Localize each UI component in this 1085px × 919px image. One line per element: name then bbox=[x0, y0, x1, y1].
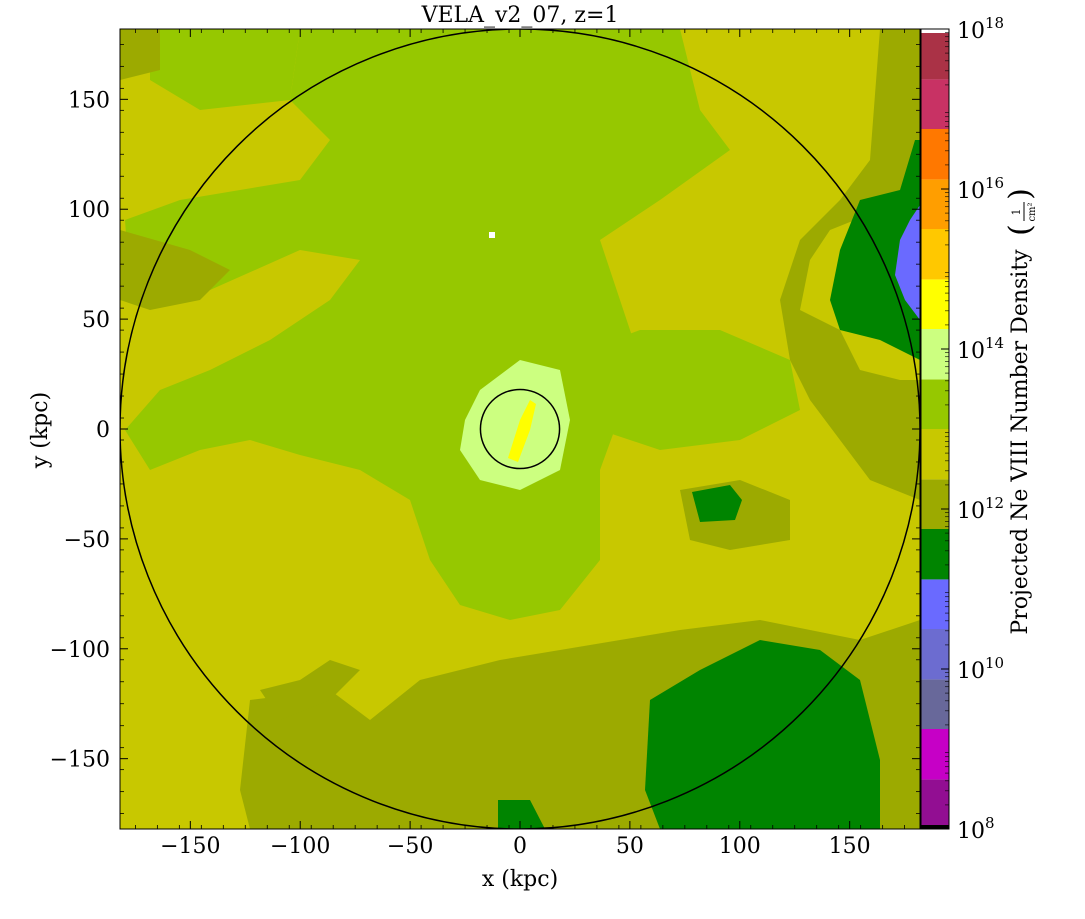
colorbar-label-group: Projected Ne VIII Number Density ( 1 cm²… bbox=[1003, 188, 1038, 634]
colorbar-band bbox=[921, 29, 949, 33]
colorbar-band bbox=[921, 429, 949, 480]
y-tick-label: 0 bbox=[96, 418, 110, 443]
dark-green-small-region bbox=[692, 485, 742, 522]
y-tick-label: −100 bbox=[50, 638, 110, 663]
y-tick-label: 100 bbox=[68, 198, 110, 223]
colorbar-band bbox=[921, 279, 949, 329]
x-tick-label: −50 bbox=[387, 834, 433, 859]
colorbar-unit-open-paren: ( bbox=[1003, 224, 1038, 236]
x-tick-label: 50 bbox=[616, 834, 644, 859]
blue-right-region bbox=[895, 205, 920, 320]
olive-upper-left-region bbox=[120, 29, 160, 80]
white-speck-region bbox=[489, 232, 495, 238]
olive-right-region bbox=[780, 29, 920, 500]
green-upper-left-region bbox=[150, 29, 300, 110]
y-axis: 150 100 50 0 −50 −100 −150 bbox=[50, 43, 920, 815]
green-plume-region bbox=[125, 29, 730, 620]
colorbar-band bbox=[921, 379, 949, 429]
colorbar-tick-label: 1018 bbox=[957, 14, 1004, 44]
x-tick-label: 0 bbox=[513, 834, 527, 859]
olive-lower-left-region bbox=[260, 660, 360, 720]
x-tick-label: 100 bbox=[719, 834, 761, 859]
x-axis: −150 −100 −50 0 50 100 150 bbox=[134, 29, 906, 859]
y-tick-label: 50 bbox=[82, 308, 110, 333]
colorbar-band bbox=[921, 479, 949, 529]
dark-green-bottom-right-region bbox=[645, 640, 880, 829]
light-core-region bbox=[460, 360, 570, 490]
colorbar-band bbox=[921, 679, 949, 729]
plot-area bbox=[120, 29, 920, 829]
x-axis-label: x (kpc) bbox=[482, 867, 558, 892]
x-tick-label: −150 bbox=[160, 834, 220, 859]
colorbar-label: Projected Ne VIII Number Density bbox=[1008, 249, 1033, 635]
colorbar-band bbox=[921, 579, 949, 629]
colorbar-band bbox=[921, 79, 949, 129]
colorbar-unit-numerator: 1 bbox=[1010, 209, 1023, 216]
colorbar-unit-denominator: cm² bbox=[1027, 202, 1038, 221]
colorbar-ticks: 1018 1016 1014 1012 1010 108 bbox=[941, 14, 1004, 844]
x-tick-label: 150 bbox=[829, 834, 871, 859]
y-tick-label: −50 bbox=[64, 528, 110, 553]
colorbar-band bbox=[921, 129, 949, 180]
colorbar-band bbox=[921, 33, 949, 80]
colorbar-band bbox=[921, 825, 949, 829]
colorbar-tick-label: 108 bbox=[957, 814, 995, 844]
x-tick-label: −100 bbox=[270, 834, 330, 859]
colorbar-unit-close-paren: ) bbox=[1003, 188, 1038, 200]
colorbar-tick-label: 1012 bbox=[957, 494, 1004, 524]
colorbar-band bbox=[921, 779, 949, 825]
colorbar bbox=[920, 28, 950, 830]
dark-green-right-region bbox=[830, 140, 920, 360]
colorbar-tick-label: 1016 bbox=[957, 174, 1004, 204]
y-axis-label: y (kpc) bbox=[28, 392, 53, 469]
colorbar-band bbox=[921, 729, 949, 780]
green-right-band-region bbox=[560, 330, 800, 450]
colorbar-band bbox=[921, 529, 949, 580]
chart-title: VELA_v2_07, z=1 bbox=[421, 3, 619, 28]
inner-radius-circle bbox=[479, 388, 561, 470]
colorbar-tick-label: 1014 bbox=[957, 334, 1004, 364]
y-tick-label: −150 bbox=[50, 748, 110, 773]
colorbar-band bbox=[921, 229, 949, 280]
yellow-core-region bbox=[508, 400, 536, 462]
olive-left-region bbox=[120, 230, 230, 310]
y-tick-label: 150 bbox=[68, 88, 110, 113]
colorbar-band bbox=[921, 329, 949, 380]
colorbar-band bbox=[921, 179, 949, 229]
dark-green-bottom-spot-region bbox=[498, 800, 545, 829]
colorbar-tick-label: 1010 bbox=[957, 654, 1004, 684]
colorbar-band bbox=[921, 629, 949, 680]
colorbar-frame bbox=[920, 28, 950, 830]
radius-circles bbox=[120, 29, 920, 829]
